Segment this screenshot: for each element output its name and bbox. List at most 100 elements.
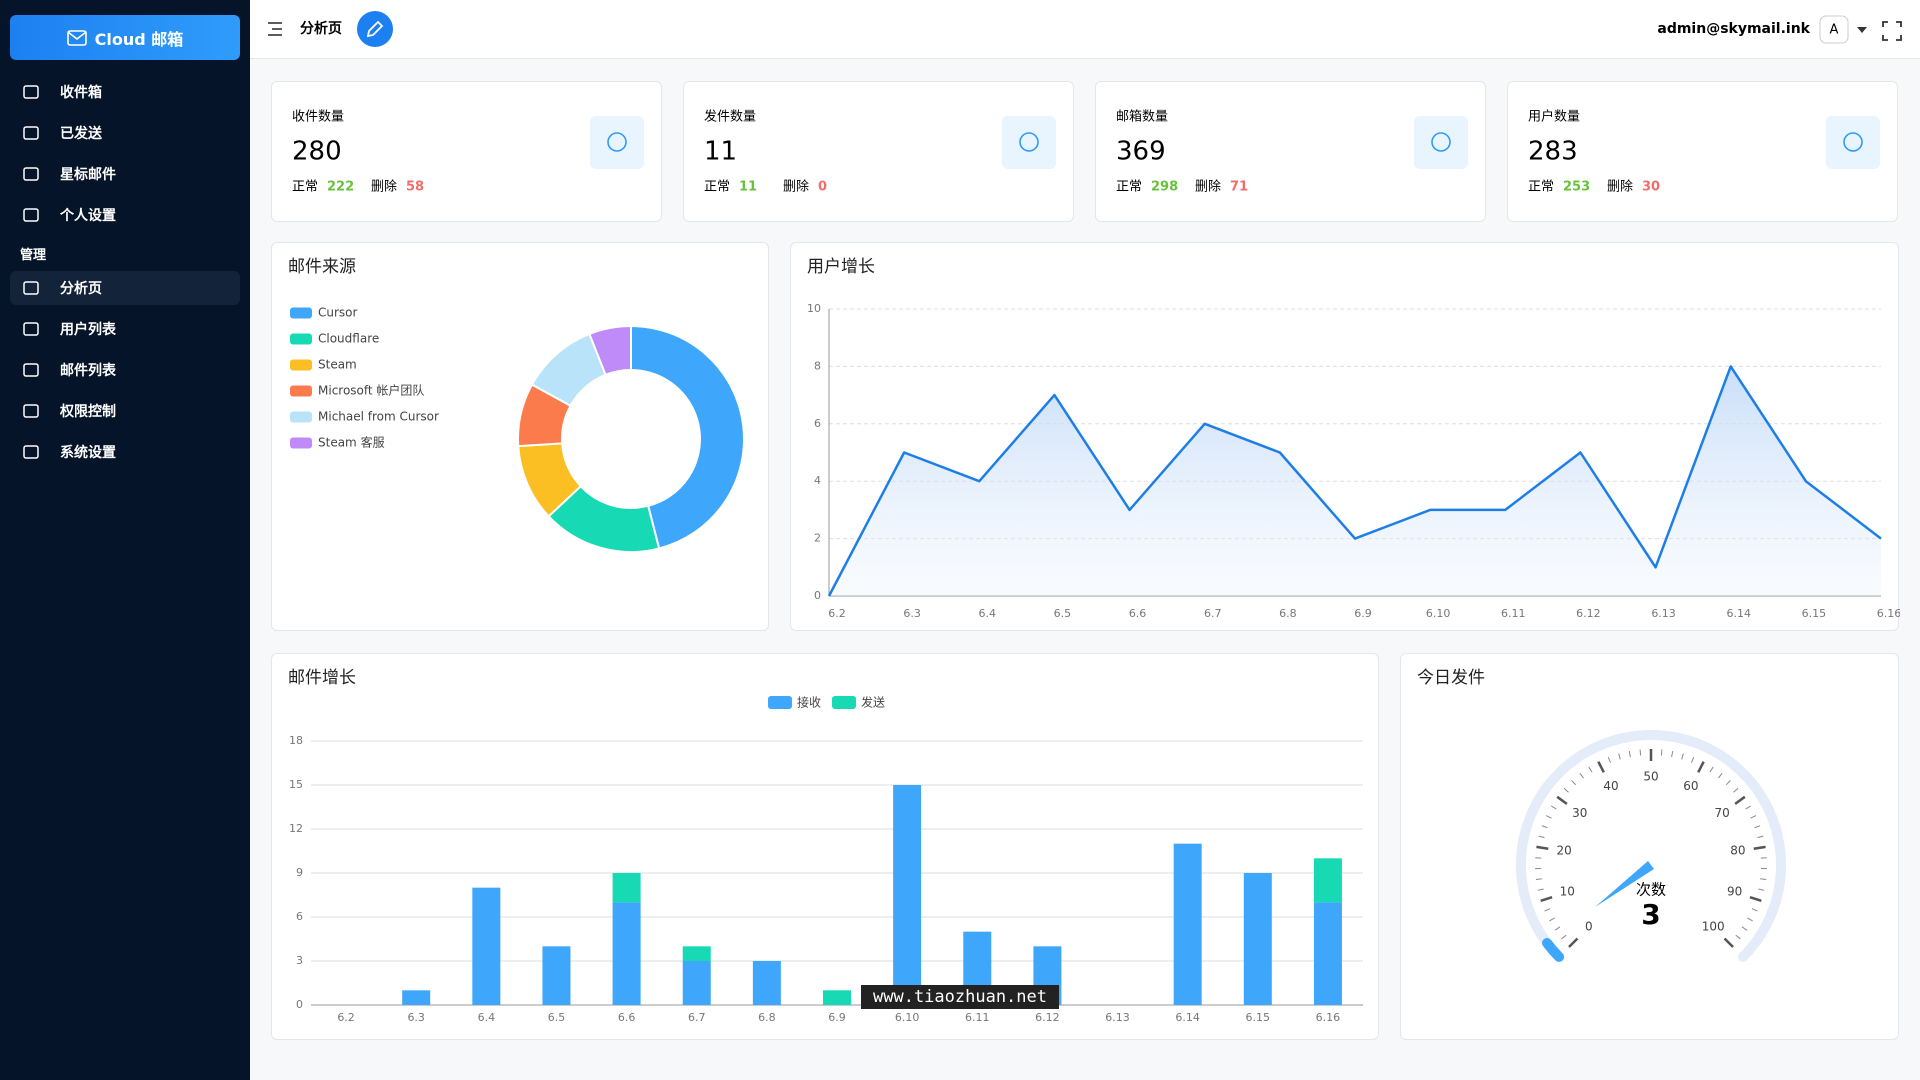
header: 分析页 admin@skymail.ink A [250,0,1920,59]
y-tick-label: 12 [289,822,303,835]
line [827,365,1882,597]
normal-value: 253 [1563,180,1590,195]
minor-tick [1535,878,1542,881]
minor-tick [1541,825,1548,829]
x-tick-label: 6.12 [1576,607,1601,620]
deleted-value: 30 [1642,180,1660,195]
legend-swatch [290,437,312,449]
legend-swatch [768,696,792,709]
brand-button[interactable]: Cloud 邮箱 [10,15,240,60]
bar [893,785,922,1005]
x-tick-label: 6.8 [1279,607,1297,620]
edit-button[interactable] [357,11,393,47]
y-tick-label: 3 [296,954,303,967]
pie-card: 邮件来源 Cursor Cloudflare Steam Microsoft 帐户团队 M… [271,242,769,631]
legend-label: Michael from Cursor [318,410,439,424]
x-tick-label: 6.13 [1651,607,1676,620]
x-tick-label: 6.7 [688,1011,706,1024]
brand-text: Cloud 邮箱 [94,29,184,49]
normal-value: 298 [1151,180,1178,195]
bar [1313,858,1342,903]
minor-tick [1758,888,1765,891]
caret[interactable] [1857,27,1867,33]
legend-swatch [290,359,312,371]
major-tick [1568,937,1579,948]
page-title: 分析页 [300,20,342,37]
y-tick-label: 9 [296,866,303,879]
minor-tick [1747,917,1753,922]
y-tick-label: 10 [807,302,821,315]
gauge-tick-label: 30 [1572,806,1587,820]
normal-value: 11 [739,180,757,195]
y-tick-label: 18 [289,734,303,747]
deleted-label: 删除 [1607,180,1633,195]
avatar[interactable]: A [1819,15,1849,44]
x-tick-label: 6.16 [1877,607,1900,620]
avatar-text: A [1830,23,1839,38]
deleted-label: 删除 [1195,180,1221,195]
major-tick [1723,937,1734,948]
major-tick [1556,795,1568,805]
menu-toggle[interactable] [268,22,282,36]
gauge-track [1516,730,1786,962]
nav-label: 权限控制 [60,404,116,420]
x-tick-label: 6.10 [1426,607,1451,620]
stat-svg: 收件数量 280 正常 222 删除 58 [292,110,644,195]
normal-label: 正常 [704,180,730,195]
nav-item[interactable]: 邮件列表 [10,353,240,387]
x-tick-label: 6.14 [1175,1011,1200,1024]
x-tick-label: 6.4 [478,1011,496,1024]
x-tick-label: 6.6 [1129,607,1147,620]
stat-value: 283 [1528,137,1578,167]
minor-tick [1639,749,1642,756]
x-tick-label: 6.2 [828,607,846,620]
nav-item[interactable]: 用户列表 [10,312,240,346]
gauge-progress [1542,938,1565,962]
minor-tick [1618,753,1621,760]
x-tick-label: 6.9 [1354,607,1372,620]
stat-svg: 发件数量 11 正常 11 删除 0 [704,109,1056,195]
fullscreen[interactable] [1882,21,1902,41]
nav-label: 收件箱 [60,85,102,101]
nav-icon [23,281,39,295]
nav-icon [23,445,39,459]
minor-tick [1550,805,1557,810]
minor-tick [1579,773,1584,779]
bar [1313,902,1342,1005]
icon-shape [23,208,39,222]
x-tick-label: 6.8 [758,1011,776,1024]
minor-tick [1760,878,1767,881]
minor-tick [1735,934,1741,940]
minor-tick [1745,805,1752,810]
nav-item[interactable]: 权限控制 [10,394,240,428]
stat-icon [1019,132,1039,152]
gauge-name: 次数 [1636,881,1666,899]
nav-item[interactable]: 星标邮件 [10,157,240,191]
stat-svg: 用户数量 283 正常 253 删除 30 [1528,109,1880,195]
stat-icon-box [590,116,644,169]
legend-label: Cloudflare [318,332,379,346]
nav-item[interactable]: 系统设置 [10,435,240,469]
minor-tick [1571,780,1577,786]
major-tick [1749,895,1762,903]
stat-card: 收件数量 280 正常 222 删除 58 [271,81,662,222]
nav-item[interactable]: 分析页 [10,271,240,305]
nav-icon [23,126,39,140]
stat-card: 发件数量 11 正常 11 删除 0 [683,81,1074,222]
deleted-label: 删除 [783,180,809,195]
nav-item[interactable]: 个人设置 [10,198,240,232]
minor-tick [1691,756,1695,763]
stat-icon-box [1414,116,1468,169]
x-tick-label: 6.4 [979,607,997,620]
stat-svg: 邮箱数量 369 正常 298 删除 71 [1116,109,1468,195]
stat-icon [607,132,627,152]
y-tick-label: 0 [814,589,821,602]
gauge-card: 今日发件 0 10 20 30 40 50 60 70 80 90 100 次数 3 [1400,653,1899,1040]
minor-tick [1660,749,1663,756]
nav-item[interactable]: 已发送 [10,116,240,150]
nav-icon [23,404,39,418]
minor-tick [1561,934,1567,940]
nav-item[interactable]: 收件箱 [10,75,240,109]
legend-swatch [290,385,312,397]
nav-icon [23,363,39,377]
